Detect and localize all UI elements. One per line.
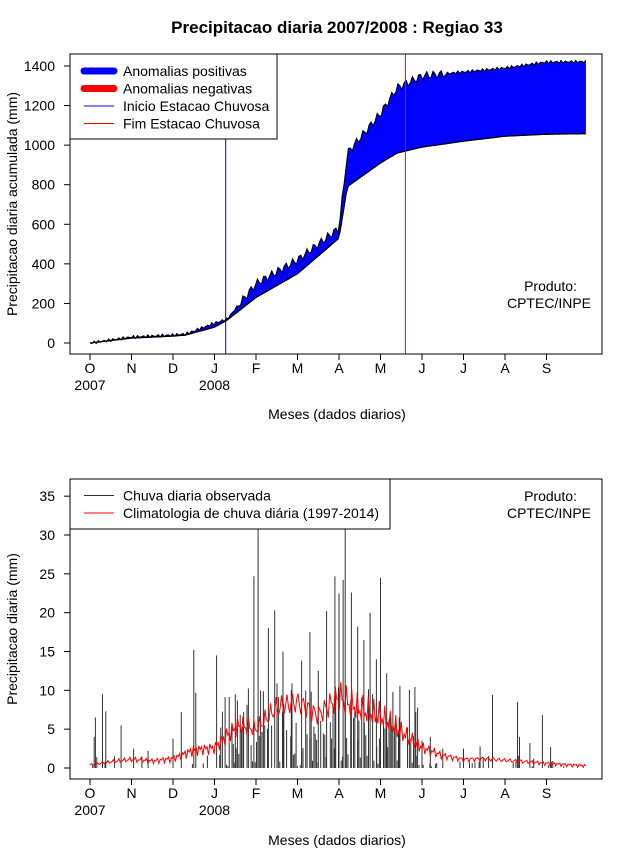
x-tick-label: F bbox=[252, 360, 261, 376]
y-tick-label: 400 bbox=[32, 256, 56, 272]
daily-plot: 0 5 10 15 20 25 30 35 O N D J F M A M J J A S 2007 2008 bbox=[39, 478, 603, 818]
legend-climatology-label: Climatologia de chuva diária (1997-2014) bbox=[123, 505, 379, 521]
x-year-label: 2007 bbox=[74, 377, 105, 393]
legend-positive-label: Anomalias positivas bbox=[123, 63, 247, 79]
positive-anomaly-area bbox=[90, 60, 586, 344]
daily-observed-bars bbox=[92, 527, 565, 768]
x-year-label: 2007 bbox=[74, 802, 105, 818]
y-tick-label: 15 bbox=[39, 644, 55, 660]
x-tick-label: A bbox=[500, 360, 510, 376]
top-product-source: CPTEC/INPE bbox=[507, 295, 591, 311]
legend-start-label: Inicio Estacao Chuvosa bbox=[123, 98, 270, 114]
x-tick-label: M bbox=[292, 360, 304, 376]
y-tick-label: 35 bbox=[39, 488, 55, 504]
x-tick-label: S bbox=[542, 785, 551, 801]
x-tick-label: J bbox=[211, 785, 218, 801]
y-tick-label: 0 bbox=[47, 760, 55, 776]
y-tick-label: 20 bbox=[39, 605, 55, 621]
x-tick-label: A bbox=[334, 360, 344, 376]
bottom-x-axis-label: Meses (dados diarios) bbox=[268, 832, 406, 848]
x-tick-label: M bbox=[375, 785, 387, 801]
x-tick-label: S bbox=[542, 360, 551, 376]
climatology-daily-line bbox=[89, 682, 587, 769]
top-y-axis-label: Precipitacao diaria acumulada (mm) bbox=[4, 92, 20, 316]
x-tick-label: F bbox=[252, 785, 261, 801]
y-tick-label: 200 bbox=[32, 295, 56, 311]
x-tick-label: A bbox=[500, 785, 510, 801]
cumulative-plot: 0 200 400 600 800 1000 1200 1400 O N D J F M A M J J A S 20… bbox=[24, 53, 603, 393]
bottom-y-axis: 0 5 10 15 20 25 30 35 bbox=[39, 488, 71, 776]
bottom-legend-box bbox=[69, 478, 391, 530]
x-tick-label: N bbox=[126, 785, 136, 801]
y-tick-label: 10 bbox=[39, 682, 55, 698]
observed-cumulative-line bbox=[89, 59, 587, 345]
x-year-label: 2008 bbox=[199, 802, 230, 818]
bottom-product-label: Produto: bbox=[524, 488, 577, 504]
top-x-axis-label: Meses (dados diarios) bbox=[268, 406, 406, 422]
y-tick-label: 800 bbox=[32, 177, 56, 193]
bottom-x-axis: O N D J F M A M J J A S 2007 2008 bbox=[74, 778, 551, 818]
x-year-label: 2008 bbox=[199, 377, 230, 393]
y-tick-label: 30 bbox=[39, 527, 55, 543]
y-tick-label: 5 bbox=[47, 721, 55, 737]
y-tick-label: 600 bbox=[32, 216, 56, 232]
y-tick-label: 1200 bbox=[24, 98, 55, 114]
x-tick-label: D bbox=[168, 360, 178, 376]
x-tick-label: N bbox=[126, 360, 136, 376]
legend-negative-label: Anomalias negativas bbox=[123, 81, 252, 97]
top-x-axis: O N D J F M A M J J A S 2007 2008 bbox=[74, 353, 551, 393]
climatology-cumulative-line bbox=[89, 133, 586, 344]
x-tick-label: J bbox=[419, 360, 426, 376]
x-tick-label: O bbox=[85, 785, 96, 801]
x-tick-label: J bbox=[460, 785, 467, 801]
top-y-axis: 0 200 400 600 800 1000 1200 1400 bbox=[24, 58, 71, 351]
chart-title: Precipitacao diaria 2007/2008 : Regiao 3… bbox=[171, 18, 503, 37]
legend-end-label: Fim Estacao Chuvosa bbox=[123, 116, 260, 132]
y-tick-label: 25 bbox=[39, 566, 55, 582]
x-tick-label: J bbox=[211, 360, 218, 376]
x-tick-label: D bbox=[168, 785, 178, 801]
y-tick-label: 1000 bbox=[24, 137, 55, 153]
x-tick-label: A bbox=[334, 785, 344, 801]
top-product-label: Produto: bbox=[524, 278, 577, 294]
y-tick-label: 1400 bbox=[24, 58, 55, 74]
x-tick-label: J bbox=[460, 360, 467, 376]
x-tick-label: M bbox=[375, 360, 387, 376]
x-tick-label: J bbox=[419, 785, 426, 801]
bottom-y-axis-label: Precipitacao diaria (mm) bbox=[4, 553, 20, 705]
x-tick-label: M bbox=[292, 785, 304, 801]
top-legend: Anomalias positivas Anomalias negativas … bbox=[69, 53, 278, 140]
y-tick-label: 0 bbox=[47, 335, 55, 351]
legend-observed-label: Chuva diaria observada bbox=[123, 488, 271, 504]
x-tick-label: O bbox=[85, 360, 96, 376]
bottom-legend: Chuva diaria observada Climatologia de c… bbox=[69, 478, 391, 530]
bottom-product-source: CPTEC/INPE bbox=[507, 505, 591, 521]
